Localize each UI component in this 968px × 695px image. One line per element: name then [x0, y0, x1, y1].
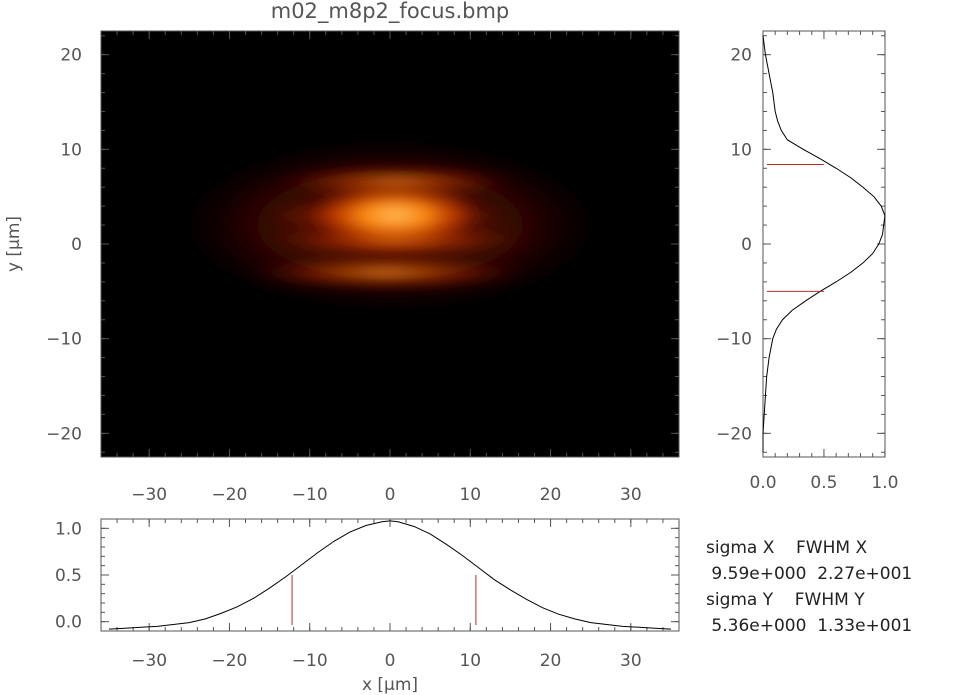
x-tick-label: 10 [459, 485, 481, 505]
y-tick-label: 20 [60, 46, 82, 66]
x-profile-frame [100, 518, 680, 632]
stats-row-2: 9.59e+000 2.27e+001 [706, 564, 912, 584]
x-tick-label: 0 [385, 651, 396, 671]
stats-row-1: sigma X FWHM X [706, 538, 867, 558]
beam-lobe [236, 256, 536, 289]
y-tick-label: 0 [71, 235, 82, 255]
y-profile-frame [762, 30, 886, 458]
x-tick-label: −10 [292, 651, 328, 671]
x-tick-label: 1.0 [871, 473, 898, 493]
x-profile-panel: −30 −20 −10 0 10 20 30 0.0 0.5 1.0 x [μm] [55, 518, 680, 695]
x-tick-label: 30 [620, 651, 642, 671]
x-tick-label: 10 [459, 651, 481, 671]
y-tick-label: −10 [716, 330, 752, 350]
y-tick-label: 10 [60, 140, 82, 160]
stats-row-3: sigma Y FWHM Y [706, 590, 865, 610]
y-profile-panel: 0.0 0.5 1.0 −20 −10 0 10 20 [716, 30, 898, 493]
y-axis-label: y [μm] [4, 216, 24, 272]
x-tick-label: 20 [540, 651, 562, 671]
x-tick-label: 0 [385, 485, 396, 505]
beam-core [300, 180, 490, 250]
x-tick-label: 0.5 [810, 473, 837, 493]
y-tick-label: 20 [730, 46, 752, 66]
y-tick-label: 0.0 [55, 613, 82, 633]
x-tick-label: −20 [211, 651, 247, 671]
y-tick-label: −20 [716, 424, 752, 444]
y-tick-label: −20 [46, 424, 82, 444]
x-tick-label: −10 [292, 485, 328, 505]
stats-row-4: 5.36e+000 1.33e+001 [706, 616, 912, 636]
x-tick-label: −30 [131, 651, 167, 671]
chart-title: m02_m8p2_focus.bmp [271, 0, 510, 24]
x-tick-label: 0.0 [749, 473, 776, 493]
y-tick-label: −10 [46, 330, 82, 350]
x-tick-label: −30 [131, 485, 167, 505]
stats-block: sigma X FWHM X 9.59e+000 2.27e+001 sigma… [706, 538, 912, 636]
y-tick-label: 0.5 [55, 566, 82, 586]
heatmap-panel: −30 −20 −10 0 10 20 30 −20 −10 0 10 20 y [μm] [4, 30, 680, 505]
y-tick-label: 10 [730, 140, 752, 160]
x-tick-label: 20 [540, 485, 562, 505]
beam-spot [160, 130, 620, 320]
x-tick-label: −20 [211, 485, 247, 505]
y-profile-curve [762, 35, 886, 453]
x-profile-curve [108, 520, 672, 630]
y-tick-label: 0 [741, 235, 752, 255]
x-axis-label: x [μm] [362, 675, 418, 695]
y-tick-label: 1.0 [55, 519, 82, 539]
x-tick-label: 30 [620, 485, 642, 505]
